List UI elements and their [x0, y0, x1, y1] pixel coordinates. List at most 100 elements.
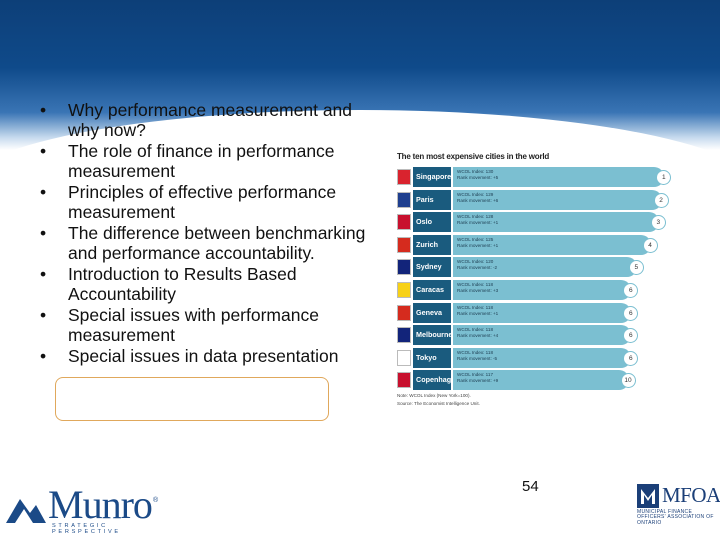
city-label: Paris	[413, 189, 451, 210]
chart-row: Zurich WCOL Index: 125 Rank movement: +1 4	[397, 234, 669, 255]
city-label: Copenhagen	[413, 370, 460, 391]
rank-badge: 2	[653, 192, 669, 208]
munro-tagline: STRATEGIC PERSPECTIVE	[52, 523, 121, 535]
index-label: WCOL Index: 125	[457, 236, 494, 242]
bullet-item: • The role of finance in performance meas…	[38, 141, 368, 181]
chart-row: Singapore WCOL Index: 130 Rank movement: +…	[397, 167, 672, 187]
city-label: Geneva	[413, 302, 451, 323]
index-bar	[453, 167, 665, 187]
bullet-dot: •	[40, 346, 47, 366]
bar-text: WCOL Index: 128 Rank movement: +1	[457, 214, 498, 226]
movement-label: Rank movement: +1	[457, 220, 499, 226]
index-label: WCOL Index: 118	[457, 349, 494, 355]
flag-icon	[397, 169, 411, 185]
flag-icon	[397, 349, 411, 366]
flag-icon	[397, 191, 411, 208]
rank-badge: 3	[650, 215, 666, 231]
mfoa-logo: MFOA MUNICIPAL FINANCE OFFICERS' ASSOCIA…	[637, 483, 720, 535]
chart-row: Melbourne WCOL Index: 118 Rank movement: +…	[397, 325, 669, 346]
city-label: Singapore	[413, 167, 451, 187]
chart-row: Sydney WCOL Index: 120 Rank movement: -2 5	[397, 257, 669, 278]
bar-text: WCOL Index: 118 Rank movement: +4	[457, 327, 498, 339]
chart-row: Geneva WCOL Index: 118 Rank movement: +1 6	[397, 302, 669, 323]
index-bar	[453, 279, 632, 300]
bullet-dot: •	[40, 305, 47, 325]
chart-row: Oslo WCOL Index: 128 Rank movement: +1 3	[397, 212, 669, 233]
city-label: Sydney	[413, 257, 451, 278]
bullet-dot: •	[40, 223, 47, 243]
registered-mark: ®	[153, 497, 159, 504]
movement-label: Rank movement: +1	[457, 310, 499, 316]
header-banner	[0, 0, 720, 190]
index-label: WCOL Index: 117	[457, 372, 494, 378]
rank-badge: 6	[623, 328, 639, 344]
flag-icon	[397, 281, 411, 298]
bullet-item: • Special issues with performance measure…	[38, 305, 368, 345]
chart-note: Note: WCOL Index (New York=100).	[397, 392, 471, 398]
mountain-icon	[6, 499, 46, 523]
bar-text: WCOL Index: 117 Rank movement: +9	[457, 372, 498, 384]
index-bar	[453, 212, 659, 233]
index-label: WCOL Index: 118	[457, 281, 494, 287]
chart-title: The ten most expensive cities in the wor…	[397, 152, 550, 161]
city-label: Tokyo	[413, 347, 451, 368]
movement-label: Rank movement: +9	[457, 378, 499, 384]
index-bar	[453, 189, 662, 210]
movement-label: Rank movement: +5	[457, 175, 499, 180]
index-bar	[453, 347, 632, 368]
movement-label: Rank movement: +6	[457, 197, 499, 203]
bullet-text: Introduction to Results Based Accountabi…	[68, 264, 297, 304]
chart-row: Caracas WCOL Index: 118 Rank movement: +3 6	[397, 279, 669, 300]
bar-text: WCOL Index: 118 Rank movement: +3	[457, 282, 498, 294]
index-label: WCOL Index: 118	[457, 327, 494, 333]
bullet-item: • The difference between benchmarking and…	[38, 223, 368, 263]
index-label: WCOL Index: 118	[457, 304, 494, 310]
bullet-list: • Why performance measurement and why now…	[38, 100, 368, 367]
bar-text: WCOL Index: 118 Rank movement: +1	[457, 305, 498, 317]
movement-label: Rank movement: -5	[457, 355, 498, 361]
movement-label: Rank movement: +1	[457, 242, 499, 248]
page-number: 54	[522, 478, 539, 495]
rank-badge: 6	[623, 282, 639, 298]
mfoa-wordmark: MFOA	[662, 483, 720, 507]
city-label: Caracas	[413, 279, 451, 300]
munro-logo: Munro ® STRATEGIC PERSPECTIVE	[6, 482, 166, 535]
highlight-box	[55, 377, 329, 421]
mfoa-emblem-icon	[637, 484, 659, 508]
rank-badge: 10	[620, 373, 636, 389]
index-label: WCOL Index: 120	[457, 259, 494, 265]
city-label: Melbourne	[413, 325, 452, 346]
bullet-text: Special issues in data presentation	[68, 346, 339, 366]
mfoa-subtitle: MUNICIPAL FINANCE OFFICERS' ASSOCIATION …	[637, 509, 714, 526]
flag-icon	[397, 214, 411, 231]
rank-badge: 5	[628, 260, 644, 276]
index-bar	[453, 234, 651, 255]
bullet-text: Principles of effective performance meas…	[68, 182, 337, 222]
flag-icon	[397, 304, 411, 321]
movement-label: Rank movement: -2	[457, 265, 498, 271]
bar-text: WCOL Index: 130 Rank movement: +5	[457, 169, 498, 181]
chart-row: Tokyo WCOL Index: 118 Rank movement: -5 6	[397, 347, 669, 368]
bullet-item: • Introduction to Results Based Accountab…	[38, 264, 368, 304]
bullet-dot: •	[40, 182, 47, 202]
rank-badge: 4	[642, 237, 658, 253]
movement-label: Rank movement: +4	[457, 333, 499, 339]
index-bar	[453, 370, 629, 391]
index-bar	[453, 302, 632, 323]
index-label: WCOL Index: 130	[457, 169, 494, 174]
bar-text: WCOL Index: 129 Rank movement: +6	[457, 192, 498, 204]
flag-icon	[397, 372, 411, 389]
bullet-dot: •	[40, 264, 47, 284]
chart-rows: Singapore WCOL Index: 130 Rank movement: +…	[397, 167, 672, 391]
bullet-dot: •	[40, 141, 47, 161]
rank-badge: 1	[656, 170, 672, 185]
chart-row: Paris WCOL Index: 129 Rank movement: +6 2	[397, 189, 669, 210]
bar-text: WCOL Index: 118 Rank movement: -5	[457, 350, 497, 362]
bullet-item: • Why performance measurement and why now…	[38, 100, 368, 140]
chart-source: Source: The Economist Intelligence Unit.	[397, 400, 480, 406]
bullet-text: The difference between benchmarking and …	[68, 223, 366, 263]
city-label: Zurich	[413, 234, 451, 255]
city-label: Oslo	[413, 212, 451, 233]
index-label: WCOL Index: 128	[457, 214, 494, 220]
bar-text: WCOL Index: 120 Rank movement: -2	[457, 259, 497, 271]
